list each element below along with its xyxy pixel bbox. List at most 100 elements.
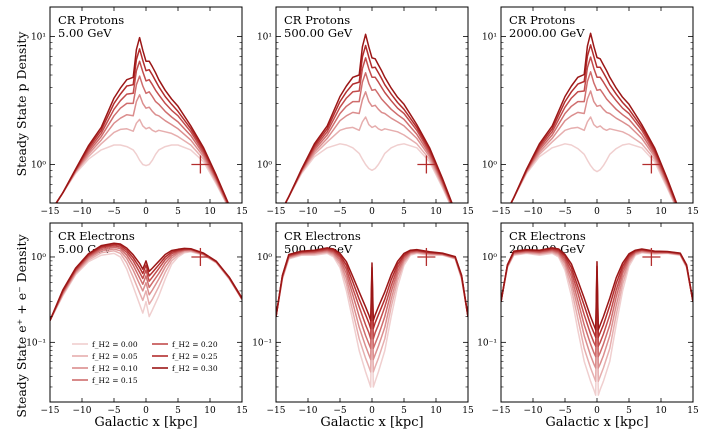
x-tick-label: −15 [41, 207, 60, 217]
panel-protons-2000gev: CR Protons 2000.00 GeV −15 −10 −5 0 5 10 15 10⁰… [482, 6, 699, 217]
series-line [284, 72, 452, 203]
x-tick-label: −5 [107, 406, 121, 416]
series-line [55, 60, 229, 203]
x-tick-label: −15 [492, 406, 511, 416]
legend-label: f_H2 = 0.30 [172, 364, 218, 373]
series-line [55, 118, 228, 203]
x-tick-label: 5 [401, 406, 407, 416]
x-tick-label: 0 [369, 406, 375, 416]
xlabel-col-2: Galactic x [kpc] [320, 415, 423, 430]
x-tick-label: 15 [236, 207, 248, 217]
panel-species-label: CR Electrons [509, 229, 586, 243]
series-line [510, 116, 676, 203]
x-tick-label: 0 [594, 406, 600, 416]
x-tick-label: −10 [299, 207, 318, 217]
series-line [284, 143, 451, 203]
x-tick-label: −15 [267, 406, 286, 416]
series-line [284, 57, 453, 203]
x-tick-label: 10 [204, 406, 216, 416]
xlabel-col-1: Galactic x [kpc] [94, 415, 197, 430]
series-line [510, 90, 676, 203]
series-group [276, 247, 468, 388]
series-line [55, 94, 228, 203]
x-tick-label: −15 [41, 406, 60, 416]
x-tick-label: −5 [333, 406, 347, 416]
x-tick-label: 10 [430, 406, 442, 416]
ylabel-top: Steady State p Density [14, 31, 29, 177]
x-tick-label: −5 [558, 406, 572, 416]
series-line [510, 71, 677, 203]
series-line [284, 116, 451, 203]
x-tick-label: −15 [267, 207, 286, 217]
legend-label: f_H2 = 0.00 [92, 340, 138, 349]
panel-protons-500gev: CR Protons 500.00 GeV −15 −10 −5 0 5 10 15 10⁰ 1… [257, 6, 474, 217]
y-tick-label: 10⁰ [31, 160, 46, 170]
y-tick-label: 10⁰ [482, 253, 497, 263]
x-tick-label: 10 [655, 207, 667, 217]
series-line [55, 48, 229, 203]
y-tick-label: 10⁻¹ [252, 338, 272, 348]
series-line [510, 44, 677, 203]
x-tick-label: 5 [401, 207, 407, 217]
legend-label: f_H2 = 0.25 [172, 352, 218, 361]
panel-energy-label: 2000.00 GeV [509, 26, 585, 40]
x-tick-label: −5 [107, 207, 121, 217]
x-tick-label: 15 [687, 406, 699, 416]
y-tick-label: 10⁰ [31, 253, 46, 263]
panel-species-label: CR Electrons [284, 229, 361, 243]
x-tick-label: −15 [492, 207, 511, 217]
x-tick-label: 5 [175, 406, 181, 416]
legend-label: f_H2 = 0.05 [92, 352, 138, 361]
series-line [276, 247, 468, 322]
x-tick-label: −10 [524, 207, 543, 217]
series-line [55, 75, 228, 203]
series-line [510, 56, 677, 203]
series-group [501, 247, 693, 396]
panel-species-label: CR Protons [284, 13, 350, 27]
panel-protons-5gev: CR Protons 5.00 GeV −15 −10 −5 0 5 10 15 10⁰ 10¹ [31, 6, 248, 217]
x-tick-label: 15 [462, 207, 474, 217]
panel-species-label: CR Protons [58, 13, 124, 27]
legend-label: f_H2 = 0.20 [172, 340, 218, 349]
y-tick-label: 10⁰ [257, 253, 272, 263]
x-tick-label: 0 [369, 207, 375, 217]
xlabel-col-3: Galactic x [kpc] [545, 415, 648, 430]
y-tick-label: 10¹ [31, 32, 46, 42]
panel-electrons-5gev: CR Electrons 5.00 GeV −15 −10 −5 0 5 10 1510⁻¹… [26, 222, 248, 416]
series-line [510, 143, 675, 203]
series-line [55, 36, 230, 203]
legend: f_H2 = 0.00 f_H2 = 0.05 f_H2 = 0.10 f_H2… [72, 340, 218, 385]
panel-electrons-2000gev: CR Electrons 2000.00 GeV −15 −10 −5 0 5 10 151… [477, 222, 699, 416]
x-tick-label: 15 [687, 207, 699, 217]
y-tick-label: 10⁻¹ [26, 338, 46, 348]
series-group [50, 242, 242, 321]
series-line [284, 44, 453, 203]
x-tick-label: 15 [462, 406, 474, 416]
x-tick-label: 0 [143, 406, 149, 416]
y-tick-label: 10⁰ [482, 160, 497, 170]
y-tick-label: 10⁰ [257, 160, 272, 170]
x-tick-label: −5 [558, 207, 572, 217]
series-group [510, 32, 678, 203]
panel-energy-label: 5.00 GeV [58, 26, 112, 40]
panel-energy-label: 500.00 GeV [284, 26, 353, 40]
panel-species-label: CR Protons [509, 13, 575, 27]
x-tick-label: 5 [626, 207, 632, 217]
legend-label: f_H2 = 0.15 [92, 376, 138, 385]
legend-label: f_H2 = 0.10 [92, 364, 138, 373]
x-tick-label: −5 [333, 207, 347, 217]
series-line [284, 91, 452, 203]
series-group [284, 33, 453, 203]
series-line [50, 242, 242, 321]
series-line [510, 32, 678, 203]
x-tick-label: 10 [430, 207, 442, 217]
series-line [501, 247, 693, 331]
series-line [284, 33, 453, 203]
x-tick-label: −10 [299, 406, 318, 416]
panel-species-label: CR Electrons [58, 229, 135, 243]
x-tick-label: 15 [236, 406, 248, 416]
y-tick-label: 10⁻¹ [477, 338, 497, 348]
x-tick-label: 0 [143, 207, 149, 217]
x-tick-label: 5 [626, 406, 632, 416]
